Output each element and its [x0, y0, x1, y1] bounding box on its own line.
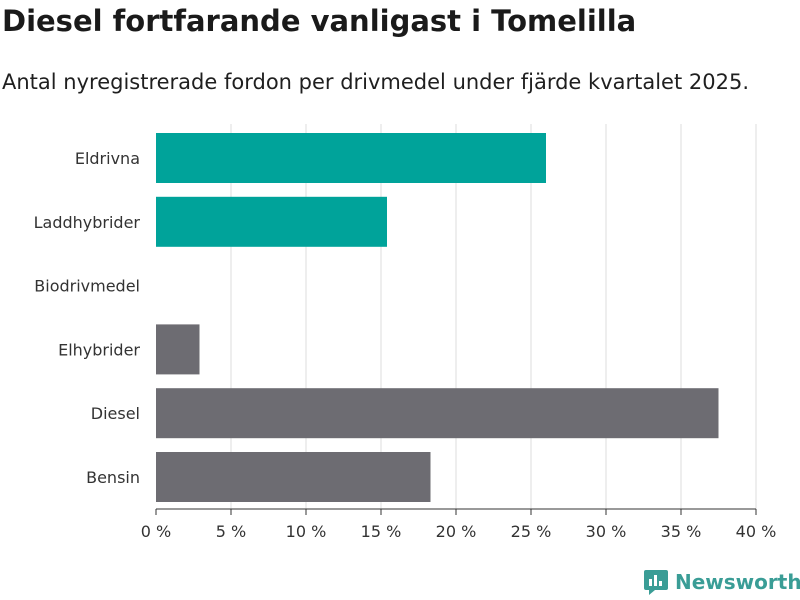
chart-title: Diesel fortfarande vanligast i Tomelilla: [2, 4, 637, 38]
x-tick-label: 15 %: [361, 522, 402, 541]
x-tick-label: 20 %: [436, 522, 477, 541]
category-label: Elhybrider: [58, 340, 140, 359]
category-label: Eldrivna: [75, 149, 140, 168]
bar: [156, 388, 719, 439]
x-tick-label: 5 %: [216, 522, 246, 541]
bar: [156, 324, 200, 375]
bar: [156, 196, 387, 247]
x-tick-label: 10 %: [286, 522, 327, 541]
chart-subtitle: Antal nyregistrerade fordon per drivmede…: [2, 70, 750, 94]
category-label: Diesel: [91, 404, 140, 423]
newsworthy-logo-icon: [644, 570, 668, 595]
x-tick-label: 25 %: [511, 522, 552, 541]
x-tick-label: 0 %: [141, 522, 171, 541]
category-label: Bensin: [86, 468, 140, 487]
x-tick-label: 35 %: [661, 522, 702, 541]
category-label: Biodrivmedel: [34, 277, 140, 296]
x-tick-label: 40 %: [736, 522, 777, 541]
bar: [156, 133, 546, 183]
x-tick-label: 30 %: [586, 522, 627, 541]
category-label: Laddhybrider: [34, 213, 141, 232]
bar: [156, 452, 431, 502]
brand-name: Newsworthy: [675, 570, 800, 594]
brand-logo: Newsworthy: [643, 568, 800, 596]
